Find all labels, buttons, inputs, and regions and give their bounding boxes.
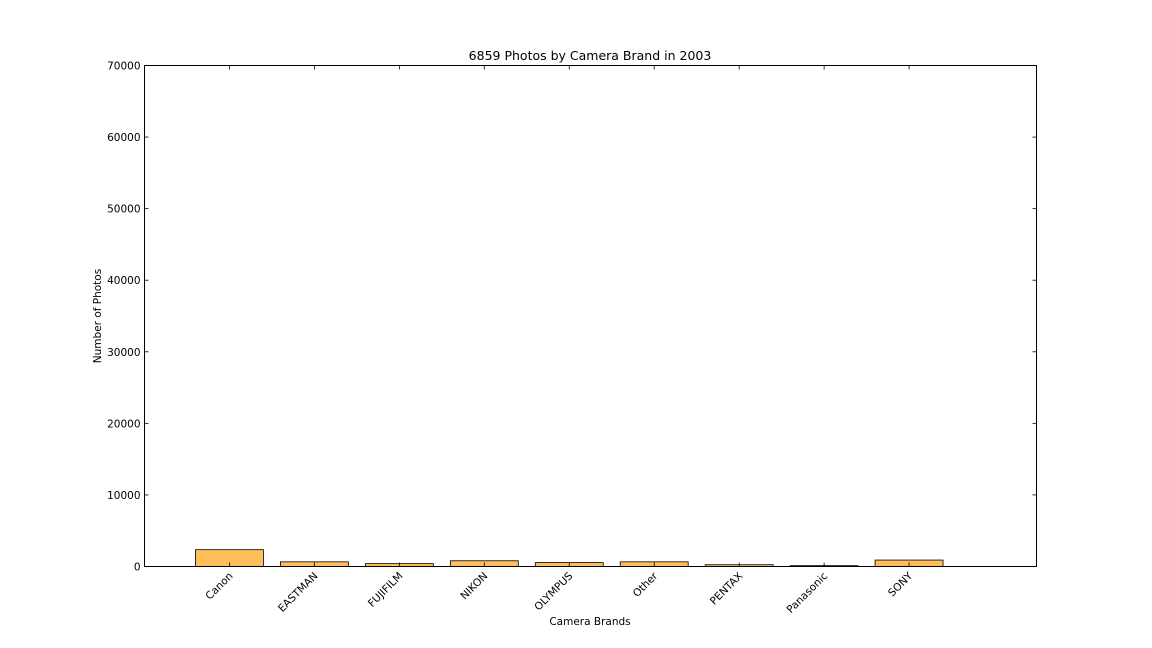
y-tick-label: 10000 (107, 490, 140, 502)
x-tick-label: Canon (203, 570, 235, 602)
y-tick-label: 70000 (107, 61, 140, 73)
y-tick-label: 50000 (107, 204, 140, 216)
x-tick-label: Other (631, 570, 661, 600)
y-tick-label: 0 (134, 562, 141, 574)
y-tick-label: 60000 (107, 132, 140, 144)
chart-title: 6859 Photos by Camera Brand in 2003 (469, 48, 712, 63)
x-tick-label: EASTMAN (276, 570, 321, 615)
x-tick-label: OLYMPUS (532, 570, 575, 613)
y-axis-label: Number of Photos (92, 269, 104, 363)
y-tick-label: 20000 (107, 418, 140, 430)
x-tick-label: NIKON (458, 570, 490, 602)
x-tick-label: PENTAX (708, 570, 745, 607)
ticks-layer: Canon EASTMAN FUJIFILM NIKON OLYMPUS Other PEN… (107, 61, 1037, 616)
y-tick-label: 40000 (107, 275, 140, 287)
y-tick-label: 30000 (107, 347, 140, 359)
x-axis-label: Camera Brands (549, 616, 630, 628)
x-tick-label: SONY (886, 570, 916, 600)
plot-frame (144, 65, 1037, 567)
x-tick-label: Panasonic (785, 570, 831, 616)
x-tick-label: FUJIFILM (366, 570, 406, 610)
